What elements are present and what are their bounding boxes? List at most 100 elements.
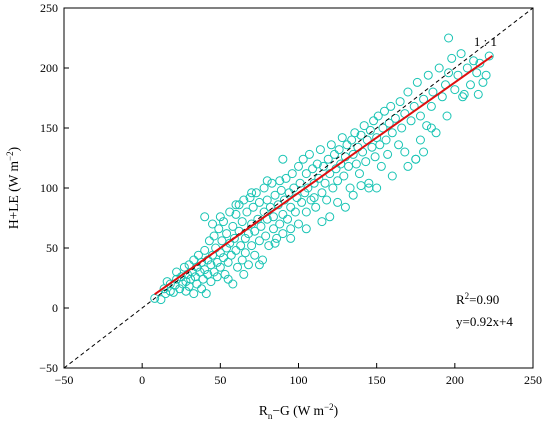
data-point bbox=[234, 200, 244, 210]
data-point bbox=[426, 101, 436, 111]
data-point bbox=[444, 33, 454, 43]
data-point bbox=[386, 101, 396, 111]
data-point bbox=[317, 217, 327, 227]
data-point bbox=[184, 281, 194, 291]
data-point bbox=[278, 229, 288, 239]
data-point bbox=[383, 149, 393, 159]
data-point bbox=[342, 140, 352, 150]
data-point bbox=[373, 111, 383, 121]
data-point bbox=[344, 161, 354, 171]
data-point bbox=[337, 133, 347, 143]
data-point bbox=[406, 116, 416, 126]
data-point bbox=[189, 289, 199, 299]
data-point bbox=[276, 185, 286, 195]
data-point bbox=[215, 262, 225, 272]
y-axis-label: H+LE (W m−2) bbox=[5, 147, 21, 229]
data-point bbox=[320, 178, 330, 188]
data-point bbox=[243, 260, 253, 270]
data-point bbox=[301, 169, 311, 179]
data-point bbox=[334, 145, 344, 155]
data-point bbox=[369, 116, 379, 126]
one-to-one-label: 1 : 1 bbox=[474, 34, 497, 49]
x-tick-label: 50 bbox=[214, 373, 226, 387]
data-point bbox=[264, 241, 274, 251]
data-point bbox=[309, 178, 319, 188]
y-tick-label: 50 bbox=[46, 241, 58, 255]
data-point bbox=[412, 77, 422, 87]
data-point bbox=[306, 195, 316, 205]
data-point bbox=[278, 209, 288, 219]
data-point bbox=[426, 123, 436, 133]
data-point bbox=[186, 274, 196, 284]
y-tick-label: 100 bbox=[40, 181, 58, 195]
data-point bbox=[150, 293, 160, 303]
data-point bbox=[333, 176, 343, 186]
x-label-sup: −2 bbox=[324, 402, 334, 412]
data-point bbox=[370, 152, 380, 162]
data-point bbox=[311, 202, 321, 212]
x-tick-label: 150 bbox=[368, 373, 386, 387]
data-point bbox=[348, 190, 358, 200]
data-point bbox=[431, 128, 441, 138]
data-point bbox=[220, 269, 230, 279]
data-point bbox=[239, 195, 249, 205]
data-point bbox=[214, 224, 224, 234]
data-point bbox=[237, 217, 247, 227]
data-point bbox=[218, 217, 228, 227]
data-point bbox=[268, 224, 278, 234]
x-label-close: ) bbox=[334, 403, 339, 418]
data-point bbox=[248, 202, 258, 212]
data-point bbox=[156, 295, 166, 305]
data-point bbox=[442, 111, 452, 121]
data-point bbox=[275, 219, 285, 229]
data-point bbox=[267, 178, 277, 188]
r2-value: =0.90 bbox=[469, 292, 499, 307]
data-point bbox=[198, 274, 208, 284]
data-point bbox=[240, 248, 250, 258]
data-point bbox=[175, 284, 185, 294]
y-tick-label: 250 bbox=[40, 1, 58, 15]
data-point bbox=[390, 113, 400, 123]
data-point bbox=[328, 183, 338, 193]
data-point bbox=[450, 85, 460, 95]
data-point bbox=[397, 123, 407, 133]
data-point bbox=[475, 58, 485, 68]
data-point bbox=[415, 111, 425, 121]
data-point bbox=[447, 53, 457, 63]
data-point bbox=[473, 89, 483, 99]
data-point bbox=[218, 253, 228, 263]
data-point bbox=[278, 154, 288, 164]
data-point bbox=[251, 188, 261, 198]
y-tick-label: −50 bbox=[39, 361, 58, 375]
data-point bbox=[403, 161, 413, 171]
y-tick-label: 200 bbox=[40, 61, 58, 75]
data-point bbox=[294, 219, 303, 229]
data-point bbox=[197, 284, 207, 294]
data-point bbox=[190, 272, 200, 282]
y-label-close: ) bbox=[6, 147, 21, 152]
axis-ticks: −50 0 50 100 150 200 250 −50 0 50 100 150 200 250 bbox=[39, 1, 542, 387]
data-point bbox=[204, 236, 214, 246]
data-point bbox=[268, 212, 278, 222]
data-point bbox=[400, 147, 410, 157]
x-tick-label: 100 bbox=[290, 373, 308, 387]
data-point bbox=[323, 154, 333, 164]
x-tick-label: 250 bbox=[524, 373, 542, 387]
data-point bbox=[339, 171, 349, 181]
data-point bbox=[364, 178, 374, 188]
data-point bbox=[428, 87, 438, 97]
data-point bbox=[231, 209, 241, 219]
data-point bbox=[281, 173, 291, 183]
r2-base: R bbox=[456, 292, 465, 307]
data-point bbox=[359, 121, 369, 131]
data-point bbox=[217, 236, 227, 246]
data-point bbox=[287, 169, 297, 179]
data-point bbox=[403, 87, 413, 97]
data-point bbox=[336, 159, 346, 169]
data-point bbox=[250, 250, 260, 260]
data-point bbox=[354, 169, 364, 179]
data-point bbox=[411, 154, 421, 164]
data-point bbox=[364, 183, 374, 193]
data-point bbox=[200, 245, 210, 255]
